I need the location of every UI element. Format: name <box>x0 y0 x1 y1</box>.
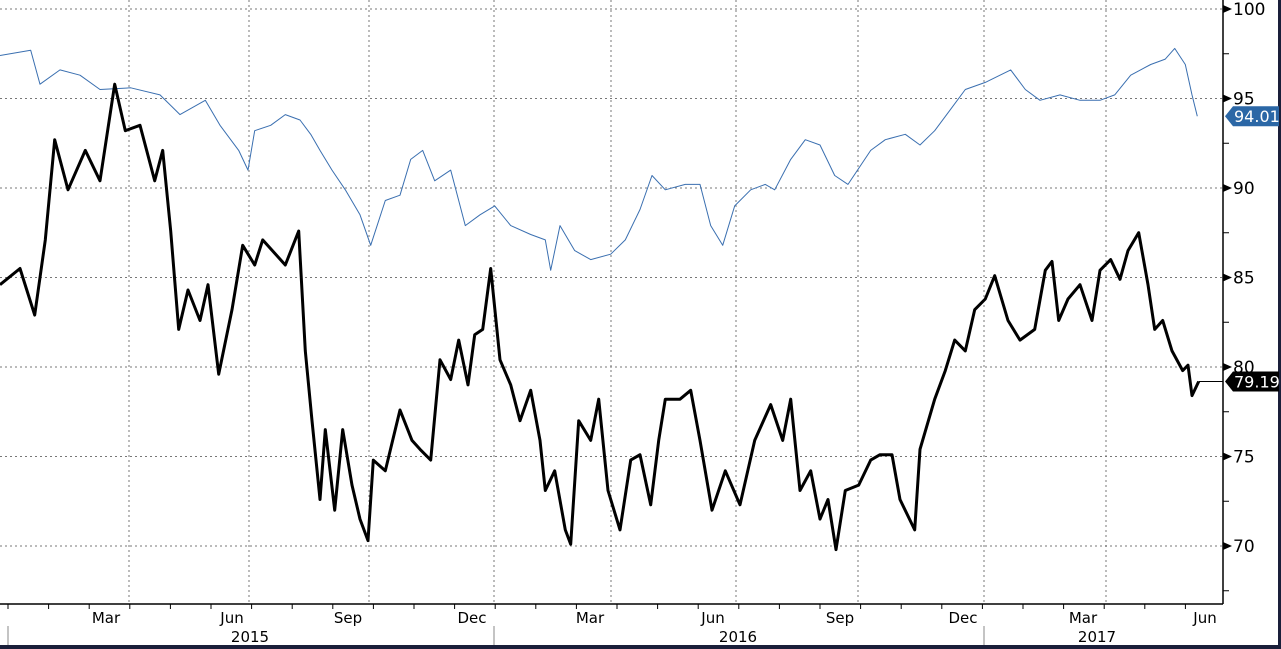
y-tick-marker <box>1223 184 1232 192</box>
x-year-label: 2016 <box>719 628 757 646</box>
last-value-label: 79.19 <box>1234 372 1280 391</box>
x-month-label: Jun <box>219 609 243 627</box>
bottom-border <box>0 645 1281 649</box>
y-tick-label: 85 <box>1233 269 1255 289</box>
y-tick-marker <box>1223 452 1232 461</box>
series-line-blue <box>0 47 1198 271</box>
last-value-label: 94.01 <box>1234 107 1280 126</box>
x-year-label: 2017 <box>1078 628 1116 646</box>
y-tick-marker <box>1223 94 1232 103</box>
y-tick-label: 100 <box>1233 0 1265 20</box>
y-tick-label: 75 <box>1233 448 1255 468</box>
x-month-label: Mar <box>92 609 121 627</box>
x-month-label: Sep <box>826 609 854 627</box>
x-month-label: Dec <box>948 609 977 627</box>
y-tick-label: 95 <box>1233 90 1255 110</box>
x-month-label: Dec <box>457 609 486 627</box>
x-month-label: Jun <box>1192 609 1216 627</box>
x-month-label: Jun <box>700 609 724 627</box>
series-line-black <box>0 82 1201 552</box>
y-tick-marker <box>1223 5 1232 13</box>
x-month-label: Sep <box>334 609 362 627</box>
x-month-label: Mar <box>1069 609 1098 627</box>
right-border <box>1278 0 1281 649</box>
last-value-tag <box>1225 106 1279 127</box>
last-value-tag <box>1225 371 1279 392</box>
x-month-label: Mar <box>576 609 605 627</box>
y-tick-label: 70 <box>1233 537 1255 557</box>
y-tick-marker <box>1223 542 1232 550</box>
y-tick-marker <box>1223 273 1232 282</box>
y-tick-label: 90 <box>1233 179 1255 199</box>
y-tick-marker <box>1223 363 1232 371</box>
x-year-label: 2015 <box>231 628 269 646</box>
